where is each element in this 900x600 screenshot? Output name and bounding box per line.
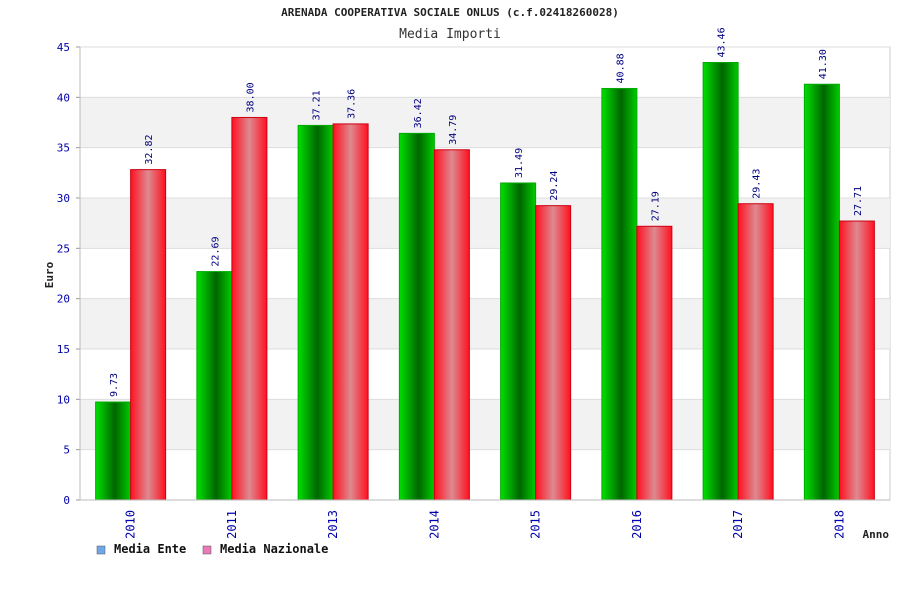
x-tick-label: 2011 [225,510,239,539]
x-axis-title: Anno [863,528,890,541]
bar-media-nazionale-2018 [838,220,875,501]
value-label: 29.43 [752,169,763,199]
value-label: 29.24 [549,171,560,201]
x-axis-ticks: 2010 2011 2013 2014 2015 2016 2017 2018 [124,510,847,539]
bar-media-ente-2010 [95,401,132,501]
bar-media-ente-2016 [601,87,638,501]
legend-label-media-nazionale: Media Nazionale [220,542,328,556]
bar-media-ente-2015 [500,182,537,501]
y-axis-ticks: 0 5 10 15 20 25 30 35 40 45 [57,41,890,507]
legend-label-media-ente: Media Ente [114,542,186,556]
y-tick-label: 35 [57,142,70,155]
bar-media-ente-2011 [196,271,233,501]
value-label: 9.73 [109,373,120,397]
y-axis-title: Euro [43,261,56,288]
legend-swatch-media-ente [96,545,106,555]
bar-media-ente-2018 [803,83,840,501]
value-label: 43.46 [717,27,728,57]
y-tick-label: 5 [63,444,70,457]
y-tick-label: 45 [57,41,70,54]
bar-media-nazionale-2017 [737,203,774,501]
value-label: 36.42 [413,98,424,128]
bar-media-nazionale-2016 [636,225,673,501]
value-label: 37.21 [312,90,323,120]
x-tick-label: 2014 [427,510,441,539]
x-tick-label: 2016 [630,510,644,539]
bar-media-nazionale-2014 [433,149,470,501]
chart-title: ARENADA COOPERATIVA SOCIALE ONLUS (c.f.0… [281,6,619,19]
value-label: 32.82 [144,135,155,165]
y-tick-label: 15 [57,343,70,356]
y-tick-label: 10 [57,393,70,406]
bar-media-nazionale-2015 [535,205,572,501]
value-label: 38.00 [245,82,256,112]
value-labels: 9.73 32.82 22.69 38.00 37.21 37.36 36.42 34.79 3… [109,27,864,397]
y-tick-label: 40 [57,91,70,104]
x-tick-label: 2018 [832,510,846,539]
bar-media-ente-2013 [297,124,334,501]
x-tick-label: 2017 [731,510,745,539]
x-tick-label: 2010 [124,510,138,539]
bar-media-ente-2014 [398,132,435,501]
y-tick-label: 20 [57,293,70,306]
y-tick-label: 30 [57,192,70,205]
bar-media-nazionale-2013 [332,123,369,501]
value-label: 27.19 [650,191,661,221]
value-label: 41.30 [818,49,829,79]
value-label: 27.71 [853,186,864,216]
x-tick-label: 2015 [529,510,543,539]
x-tick-label: 2013 [326,510,340,539]
y-tick-label: 0 [63,494,70,507]
value-label: 37.36 [347,89,358,119]
bar-media-ente-2017 [702,62,739,501]
y-tick-label: 25 [57,242,70,255]
chart-subtitle: Media Importi [399,27,501,42]
value-label: 22.69 [210,236,221,266]
bar-media-nazionale-2011 [231,116,268,501]
value-label: 40.88 [615,53,626,83]
value-label: 34.79 [448,115,459,145]
plot-band [80,97,890,148]
bar-media-nazionale-2010 [130,169,167,501]
value-label: 31.49 [514,148,525,178]
bars [95,62,875,501]
legend: Media Ente Media Nazionale [96,542,328,556]
legend-swatch-media-nazionale [202,545,212,555]
